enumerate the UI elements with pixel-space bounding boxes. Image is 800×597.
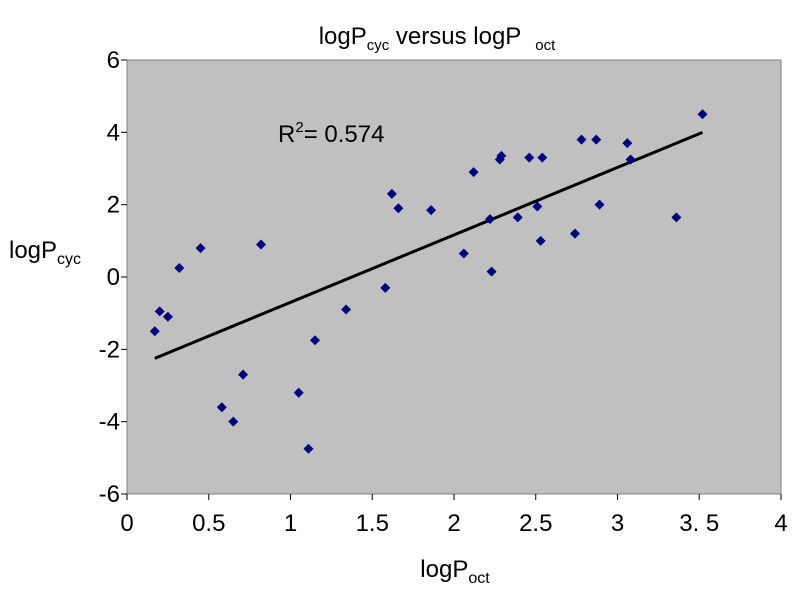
data-point [512,212,523,223]
r-squared-annotation: R2= 0.574 [278,119,384,148]
x-tick-label: 1.5 [356,510,389,537]
data-point [216,402,227,413]
data-point [591,134,602,145]
data-points [149,109,708,454]
y-tick-label: -4 [99,409,120,436]
data-point [386,188,397,199]
data-point [537,152,548,163]
data-point [532,201,543,212]
data-point [486,266,497,277]
y-tick-label: 2 [107,192,120,219]
data-point [569,228,580,239]
x-axis-label: logPoct [420,556,490,587]
data-point [380,282,391,293]
y-axis-ticks: 6 4 2 0 -2 -4 -6 [99,47,127,508]
trendline-group [154,130,704,360]
x-tick-label: 4 [774,510,787,537]
plot-area [126,59,782,495]
y-tick-label: 4 [107,119,120,146]
y-axis-label: logPcyc [9,237,81,268]
x-tick-label: 1 [284,510,297,537]
data-point [174,262,185,273]
data-point [594,199,605,210]
data-point [303,443,314,454]
data-point [576,134,587,145]
data-point [496,150,507,161]
x-tick-label: 2 [447,510,460,537]
data-point [524,152,535,163]
data-point [293,387,304,398]
data-point [535,235,546,246]
data-point [238,369,249,380]
data-point [622,138,633,149]
trendline [154,130,704,360]
data-point [625,154,636,165]
data-point [393,203,404,214]
y-tick-label: -2 [99,336,120,363]
data-point [468,167,479,178]
y-tick-label: 0 [107,264,120,291]
y-tick-label: -6 [99,481,120,508]
x-tick-label: 3. 5 [679,510,719,537]
data-point [426,205,437,216]
data-point [310,335,321,346]
y-tick-label: 6 [107,47,120,74]
x-axis-ticks: 0 0.5 1 1.5 2 2.5 3 3. 5 4 [120,494,788,537]
chart-title: logPcyc versus logP oct [319,23,556,54]
data-point [341,304,352,315]
data-point [256,239,267,250]
data-point [149,326,160,337]
data-point [671,212,682,223]
data-point [484,214,495,225]
x-tick-label: 3 [611,510,624,537]
data-point [458,248,469,259]
data-point [195,243,206,254]
x-tick-label: 0.5 [192,510,225,537]
data-point [154,306,165,317]
data-point [228,416,239,427]
x-tick-label: 0 [120,510,133,537]
data-point [697,109,708,120]
x-tick-label: 2.5 [519,510,552,537]
data-point [162,311,173,322]
